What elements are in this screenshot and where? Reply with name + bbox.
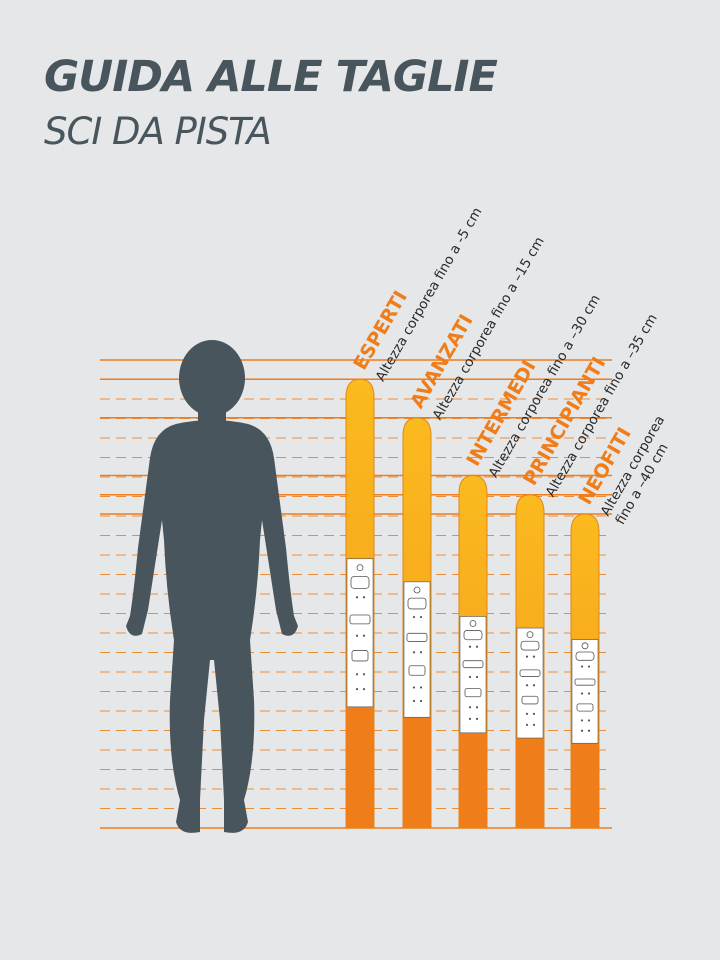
ski-intermedi bbox=[458, 474, 488, 829]
ski-neofiti bbox=[570, 513, 600, 829]
page-title: GUIDA ALLE TAGLIE bbox=[44, 52, 498, 102]
page-subtitle: SCI DA PISTA bbox=[44, 110, 272, 153]
ski-esperti bbox=[345, 378, 375, 829]
skis-group bbox=[345, 378, 600, 829]
ski-avanzati bbox=[402, 417, 432, 829]
body-silhouette-icon bbox=[126, 340, 298, 833]
ski-principianti bbox=[515, 494, 545, 829]
